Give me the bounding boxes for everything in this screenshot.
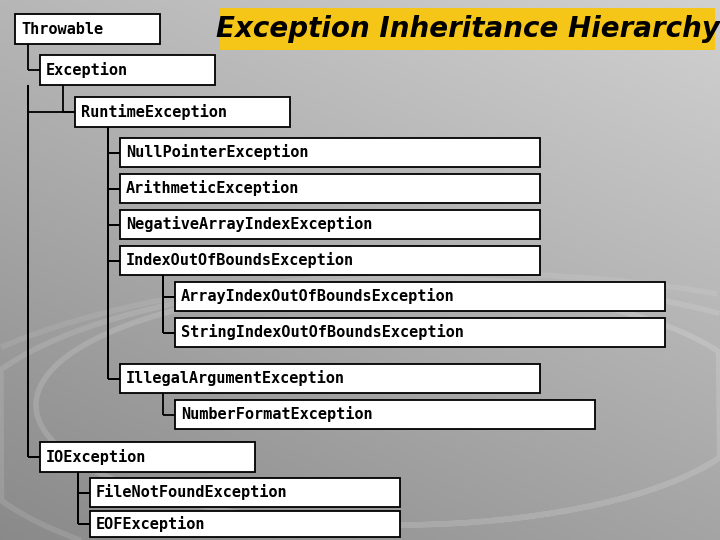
FancyBboxPatch shape xyxy=(40,442,255,472)
FancyBboxPatch shape xyxy=(120,246,540,275)
FancyBboxPatch shape xyxy=(120,138,540,167)
FancyBboxPatch shape xyxy=(175,400,595,429)
FancyBboxPatch shape xyxy=(75,97,290,127)
FancyBboxPatch shape xyxy=(120,174,540,203)
Text: Exception Inheritance Hierarchy: Exception Inheritance Hierarchy xyxy=(215,15,719,43)
FancyBboxPatch shape xyxy=(15,14,160,44)
FancyBboxPatch shape xyxy=(90,478,400,507)
Text: NumberFormatException: NumberFormatException xyxy=(181,407,373,422)
FancyBboxPatch shape xyxy=(40,55,215,85)
FancyBboxPatch shape xyxy=(220,8,715,50)
Text: FileNotFoundException: FileNotFoundException xyxy=(96,484,287,501)
Text: ArrayIndexOutOfBoundsException: ArrayIndexOutOfBoundsException xyxy=(181,288,455,305)
FancyBboxPatch shape xyxy=(120,364,540,393)
Text: NegativeArrayIndexException: NegativeArrayIndexException xyxy=(126,217,372,233)
Text: NullPointerException: NullPointerException xyxy=(126,145,308,160)
Text: RuntimeException: RuntimeException xyxy=(81,104,227,120)
FancyBboxPatch shape xyxy=(175,282,665,311)
Text: IndexOutOfBoundsException: IndexOutOfBoundsException xyxy=(126,253,354,268)
FancyBboxPatch shape xyxy=(90,511,400,537)
Text: StringIndexOutOfBoundsException: StringIndexOutOfBoundsException xyxy=(181,325,464,341)
Text: EOFException: EOFException xyxy=(96,516,205,532)
Text: ArithmeticException: ArithmeticException xyxy=(126,180,300,197)
FancyBboxPatch shape xyxy=(120,210,540,239)
Text: IllegalArgumentException: IllegalArgumentException xyxy=(126,370,345,387)
Text: IOException: IOException xyxy=(46,449,146,465)
Text: Exception: Exception xyxy=(46,62,128,78)
FancyBboxPatch shape xyxy=(175,318,665,347)
Text: Throwable: Throwable xyxy=(21,22,103,37)
